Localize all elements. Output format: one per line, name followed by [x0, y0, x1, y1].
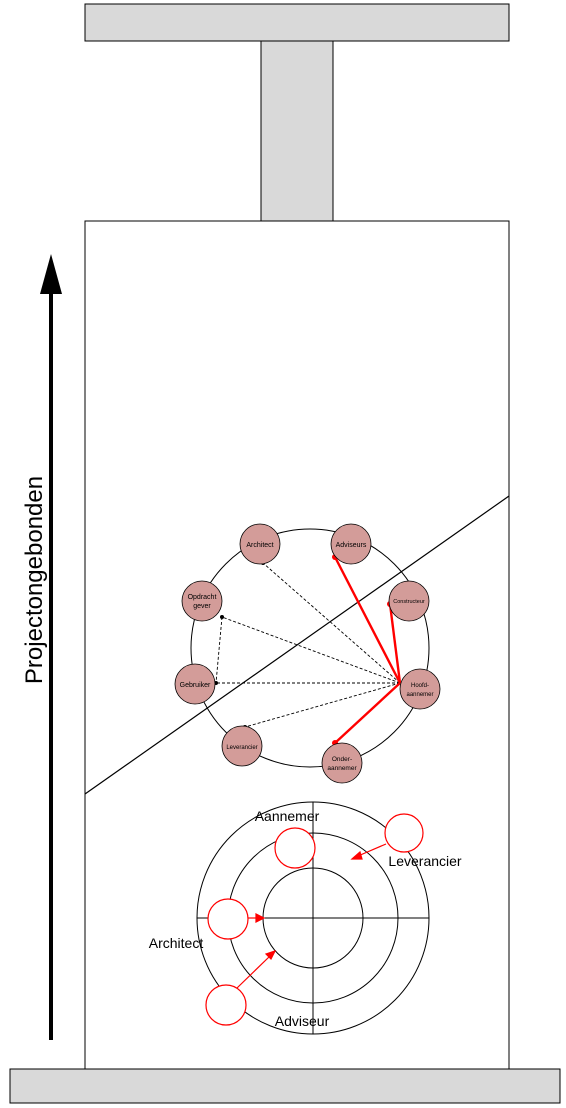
node-constructeur-label: Constructeur	[393, 599, 425, 605]
node-constructeur: Constructeur	[388, 580, 430, 622]
red-connections	[333, 556, 402, 744]
red-to-onderaannemer	[334, 682, 401, 744]
node-leverancier: Leverancier	[221, 725, 263, 767]
node-adviseurs-label: Adviseurs	[336, 542, 367, 549]
node-hoofdaannemer-label-1: Hoofd-	[411, 683, 429, 689]
red-circle-aannemer	[274, 827, 316, 869]
node-onderaannemer-label-2: aannemer	[327, 765, 357, 772]
ring-label-leverancier: Leverancier	[388, 853, 461, 869]
dash-opdrachtgever-gebruiker	[215, 616, 223, 684]
ring-label-architect: Architect	[149, 935, 204, 951]
vertical-arrowhead	[40, 254, 62, 294]
vertical-label: Projectongebonden	[21, 476, 48, 684]
dash-to-leverancier	[244, 682, 401, 728]
node-onderaannemer: Onder- aannemer	[321, 742, 363, 784]
top-beam	[84, 3, 510, 42]
ring-label-aannemer: Aannemer	[255, 808, 320, 824]
red-circle-adviseur	[205, 984, 247, 1026]
arrow-leverancier	[357, 843, 387, 857]
dash-to-architect	[262, 562, 401, 684]
red-to-constructeur	[388, 603, 402, 684]
diagonal-divider	[84, 495, 510, 795]
dash-to-opdrachtgever	[221, 616, 401, 684]
network-ring	[190, 528, 430, 768]
ring-red-circles	[205, 813, 424, 1026]
node-gebruiker-label: Gebruiker	[180, 682, 211, 689]
node-adviseurs: Adviseurs	[330, 523, 372, 565]
dashed-connections	[215, 562, 401, 728]
red-to-adviseurs	[333, 556, 402, 684]
node-opdrachtgever-label-1: Opdracht	[188, 594, 217, 601]
bottom-beam	[9, 1068, 561, 1104]
red-circle-leverancier	[384, 813, 424, 853]
ring-label-adviseur: Adviseur	[275, 1013, 330, 1029]
node-hoofdaannemer-label-2: aannemer	[406, 692, 433, 698]
node-opdrachtgever: Opdracht gever	[181, 580, 223, 622]
node-hoofdaannemer: Hoofd- aannemer	[399, 668, 441, 710]
column	[260, 40, 334, 222]
node-architect-label: Architect	[246, 542, 273, 549]
node-gebruiker: Gebruiker	[174, 663, 216, 705]
node-leverancier-label: Leverancier	[226, 745, 257, 751]
red-circle-architect	[207, 898, 249, 940]
ring-red-arrows	[236, 843, 387, 989]
node-architect: Architect	[239, 523, 281, 565]
node-opdrachtgever-label-2: gever	[193, 603, 211, 610]
arrow-adviseur	[236, 955, 271, 989]
node-onderaannemer-label-1: Onder-	[332, 756, 352, 763]
